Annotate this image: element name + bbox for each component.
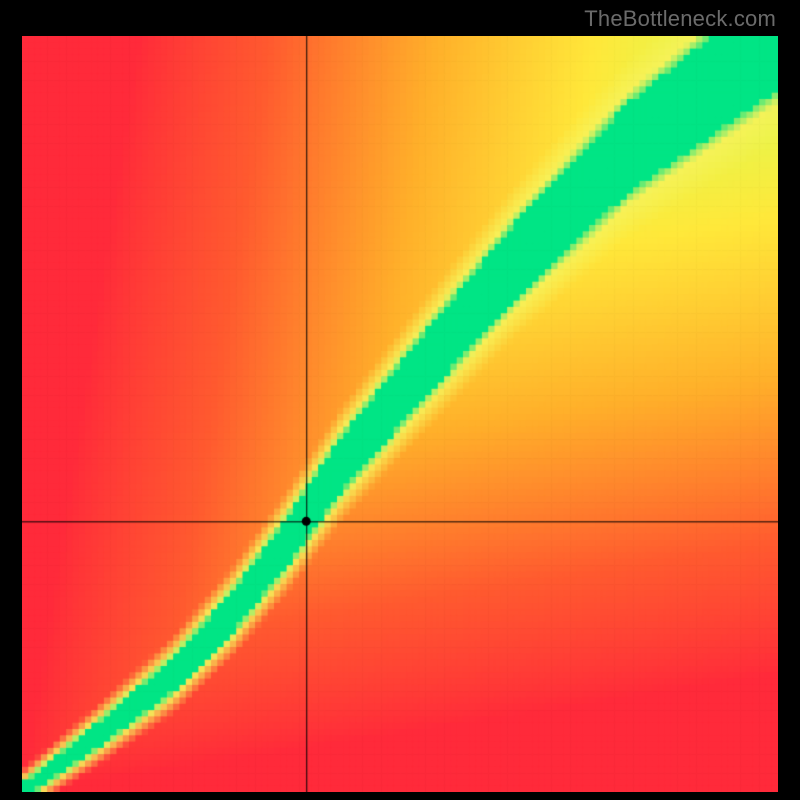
bottleneck-heatmap — [22, 36, 778, 792]
watermark-text: TheBottleneck.com — [584, 6, 776, 32]
